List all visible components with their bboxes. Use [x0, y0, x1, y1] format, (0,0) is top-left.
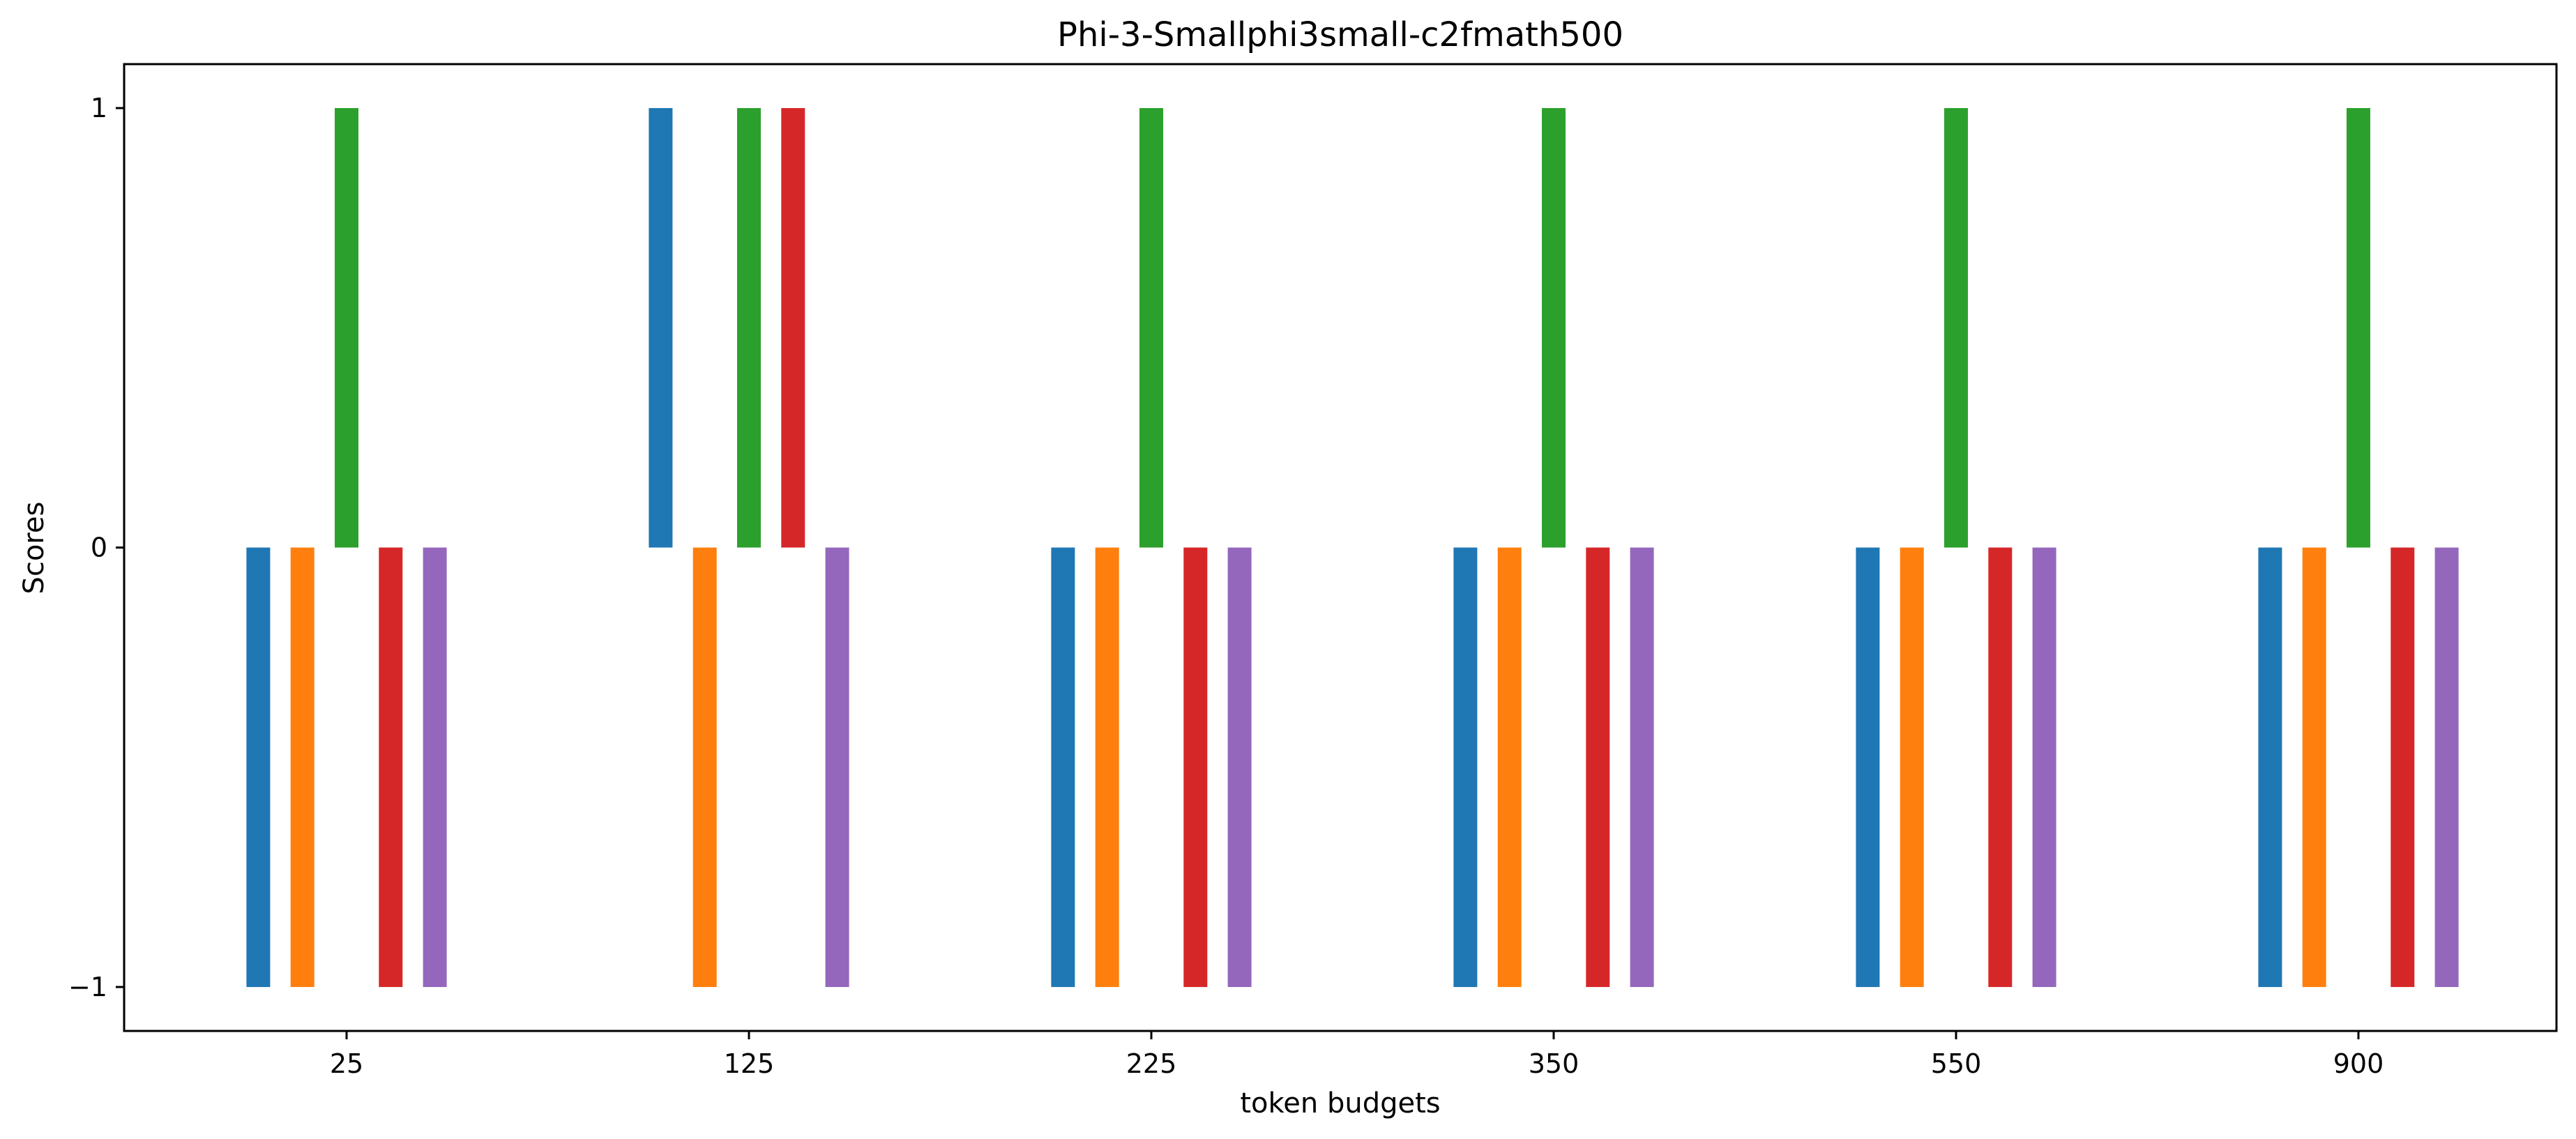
bar-225-series-2	[1095, 547, 1119, 987]
bar-900-series-3	[2347, 108, 2370, 548]
bars-group	[246, 108, 2459, 987]
bar-225-series-5	[1227, 547, 1252, 987]
bar-125-series-2	[692, 547, 717, 987]
bar-550-series-4	[1988, 547, 2013, 987]
bar-550-series-2	[1900, 547, 1924, 987]
bar-225-series-3	[1139, 108, 1163, 548]
y-tick-label: 1	[91, 93, 107, 123]
x-tick-label: 350	[1529, 1048, 1579, 1079]
bar-125-series-4	[781, 108, 805, 548]
x-axis-ticks: 25 125 225 350 550 900	[330, 1031, 2384, 1079]
bar-350-series-5	[1630, 547, 1654, 987]
bar-350-series-4	[1586, 547, 1610, 987]
x-tick-label: 25	[330, 1048, 363, 1079]
bar-125-series-3	[737, 108, 761, 548]
bar-350-series-2	[1497, 547, 1522, 987]
bar-900-series-2	[2302, 547, 2326, 987]
bar-550-series-3	[1944, 108, 1968, 548]
bar-25-series-3	[335, 108, 358, 548]
bar-25-series-1	[246, 547, 271, 987]
bar-25-series-4	[379, 547, 403, 987]
bar-125-series-5	[825, 547, 849, 987]
bar-350-series-1	[1453, 547, 1478, 987]
bar-900-series-1	[2258, 547, 2282, 987]
bar-350-series-3	[1542, 108, 1566, 548]
bar-25-series-2	[290, 547, 315, 987]
y-tick-label: −1	[68, 972, 107, 1002]
y-axis-ticks: −1 0 1	[68, 93, 124, 1002]
y-tick-label: 0	[91, 533, 107, 563]
bar-550-series-5	[2032, 547, 2056, 987]
x-tick-label: 225	[1126, 1048, 1177, 1079]
bar-900-series-4	[2391, 547, 2415, 987]
x-tick-label: 900	[2333, 1048, 2384, 1079]
bar-125-series-1	[649, 108, 673, 548]
x-tick-label: 125	[724, 1048, 775, 1079]
bar-225-series-1	[1051, 547, 1075, 987]
bar-225-series-4	[1183, 547, 1208, 987]
bar-550-series-1	[1856, 547, 1880, 987]
bar-25-series-5	[423, 547, 447, 987]
x-tick-label: 550	[1931, 1048, 1982, 1079]
bar-900-series-5	[2434, 547, 2459, 987]
chart-title: Phi-3-Smallphi3small-c2fmath500	[1057, 15, 1623, 54]
plot-area-frame	[123, 63, 2558, 1032]
y-axis-label: Scores	[18, 502, 50, 595]
x-axis-label: token budgets	[1240, 1087, 1440, 1119]
